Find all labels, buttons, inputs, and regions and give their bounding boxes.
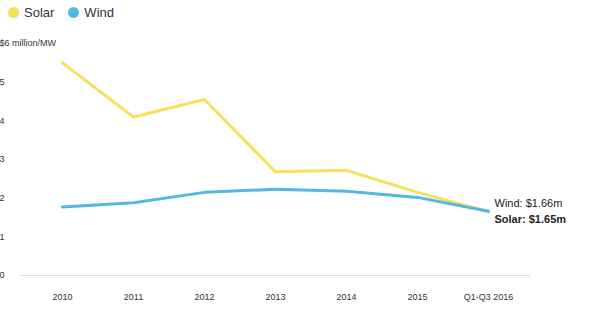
svg-text:3: 3	[0, 154, 5, 164]
svg-text:Solar: $1.65m: Solar: $1.65m	[495, 213, 567, 225]
svg-text:5: 5	[0, 77, 5, 87]
svg-text:Wind: $1.66m: Wind: $1.66m	[495, 197, 563, 209]
svg-text:4: 4	[0, 116, 5, 126]
svg-text:Q1-Q3 2016: Q1-Q3 2016	[464, 292, 514, 302]
svg-text:1: 1	[0, 232, 5, 242]
svg-text:2011: 2011	[124, 292, 143, 302]
html-text:Solar: Solar	[24, 5, 55, 20]
svg-text:2015: 2015	[407, 292, 427, 302]
svg-text:2013: 2013	[265, 292, 285, 302]
svg-text:$6 million/MW: $6 million/MW	[0, 38, 57, 48]
svg-text:2010: 2010	[52, 292, 72, 302]
svg-text:2014: 2014	[336, 292, 356, 302]
svg-text:0: 0	[0, 270, 5, 280]
html-text:Wind: Wind	[84, 5, 114, 20]
svg-text:2012: 2012	[194, 292, 214, 302]
svg-text:2: 2	[0, 193, 5, 203]
